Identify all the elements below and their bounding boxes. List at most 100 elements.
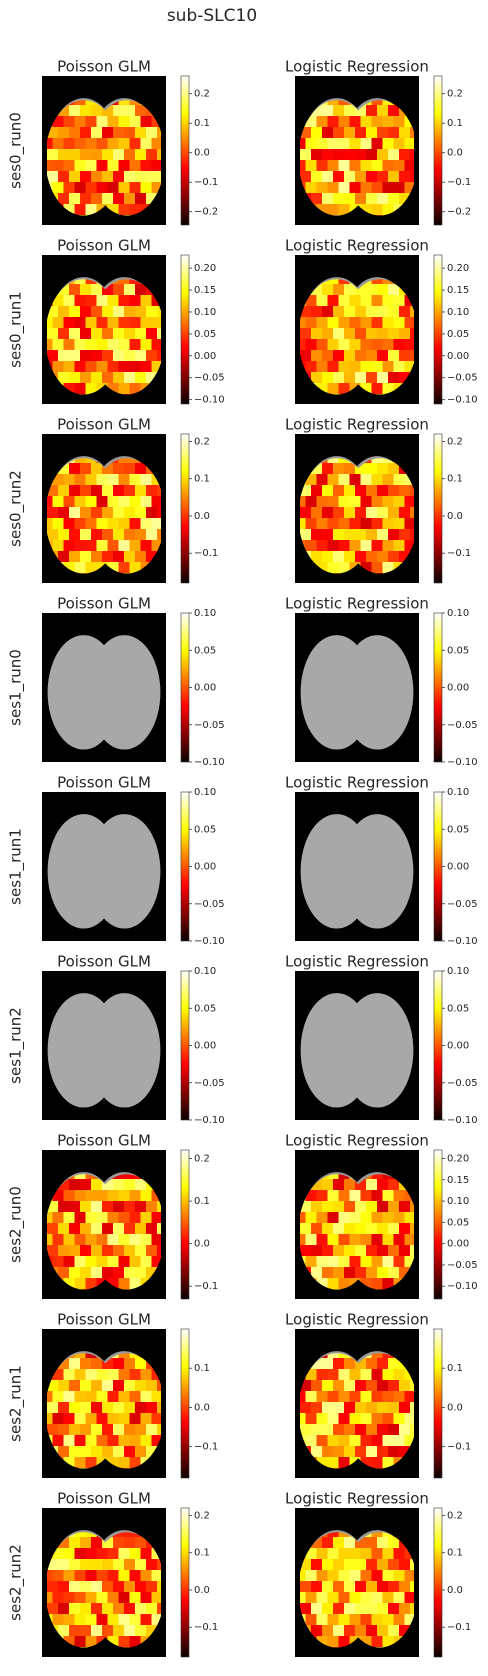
parcel (74, 1174, 87, 1180)
parcel (327, 1457, 340, 1469)
parcel (371, 1457, 384, 1469)
parcel (146, 1559, 158, 1571)
parcel (63, 116, 76, 128)
brain-clip (47, 1353, 161, 1469)
parcel (322, 551, 334, 563)
parcel (85, 361, 98, 373)
parcel (129, 518, 142, 530)
parcel (300, 1245, 312, 1257)
panel-title: Poisson GLM (57, 1311, 151, 1329)
parcel (47, 496, 54, 508)
parcel (102, 1424, 114, 1436)
parcel (96, 1212, 109, 1224)
colorbar-tick-label: 0.00 (447, 683, 469, 694)
panel-title: Poisson GLM (57, 1490, 151, 1508)
parcel (322, 372, 334, 384)
parcel (333, 1358, 345, 1370)
parcel (96, 540, 109, 552)
parcel (311, 193, 323, 205)
parcel (371, 383, 384, 395)
parcel (129, 1256, 142, 1268)
parcel (333, 529, 345, 541)
parcel (96, 1413, 109, 1425)
parcel (63, 1457, 76, 1469)
parcel (333, 1559, 345, 1571)
parcel (85, 1190, 98, 1202)
parcel (338, 1592, 351, 1604)
parcel (327, 339, 340, 351)
parcel (327, 1190, 340, 1202)
parcel (305, 1391, 318, 1403)
parcel (355, 1424, 367, 1436)
parcel (382, 204, 395, 216)
parcel (322, 1223, 334, 1235)
parcel (140, 182, 153, 194)
parcel (322, 1358, 334, 1370)
parcel (377, 1446, 389, 1458)
parcel (371, 1614, 384, 1626)
colorbar (433, 433, 443, 584)
colorbar-tick-label: 0.1 (194, 1548, 210, 1559)
colorbar-tick-label: 0.05 (447, 824, 469, 835)
parcel (410, 1223, 414, 1235)
parcel (366, 1603, 378, 1615)
parcel (388, 1179, 400, 1191)
parcel (63, 138, 76, 150)
parcel (107, 1592, 120, 1604)
parcel (305, 160, 318, 172)
parcel (96, 295, 109, 307)
parcel (157, 171, 161, 183)
colorbar-tick-label: −0.05 (447, 899, 478, 910)
parcel (316, 339, 329, 351)
parcel (349, 1369, 362, 1381)
parcel (129, 1391, 142, 1403)
parcel (118, 1174, 131, 1180)
parcel (338, 138, 351, 150)
parcel (113, 284, 125, 296)
parcel-group (300, 458, 414, 574)
parcel (118, 204, 131, 216)
parcel (129, 562, 142, 574)
parcel (118, 518, 131, 530)
parcel (69, 306, 81, 318)
colorbar-tick-label: −0.1 (194, 1442, 218, 1453)
parcel (58, 1446, 70, 1458)
colorbar-tick-label: 0.2 (447, 1510, 463, 1521)
parcel (135, 463, 147, 475)
parcel (388, 1446, 400, 1458)
colorbar-tick-label: 0.05 (447, 1003, 469, 1014)
parcel (322, 350, 334, 362)
colorbar-tick-label: −0.1 (447, 1622, 471, 1633)
parcel (305, 540, 318, 552)
parcel (371, 1369, 384, 1381)
parcel (305, 1592, 318, 1604)
parcel (135, 1267, 147, 1279)
colorbar (180, 612, 190, 763)
parcel (96, 496, 109, 508)
parcel (91, 1402, 103, 1414)
parcel (69, 1179, 81, 1191)
parcel (404, 1391, 414, 1403)
parcel (47, 1581, 59, 1593)
parcel (157, 350, 161, 362)
parcel (360, 1592, 373, 1604)
parcel (146, 507, 158, 519)
parcel (327, 116, 340, 128)
panel-title: Logistic Regression (285, 1311, 429, 1329)
parcel (377, 171, 389, 183)
parcel (355, 1625, 367, 1637)
colorbar-tick-label: 0.1 (194, 474, 210, 485)
parcel (377, 1468, 389, 1469)
row-label: ses1_run2 (7, 1007, 26, 1084)
parcel (360, 1256, 373, 1268)
parcel (311, 171, 323, 183)
brain-parcels (300, 456, 414, 574)
parcel (316, 1614, 329, 1626)
parcel (349, 1570, 362, 1582)
parcel (124, 485, 136, 497)
parcel (316, 116, 329, 128)
parcel (366, 105, 378, 117)
parcel (113, 1402, 125, 1414)
parcel (305, 361, 318, 373)
parcel (305, 1548, 318, 1560)
